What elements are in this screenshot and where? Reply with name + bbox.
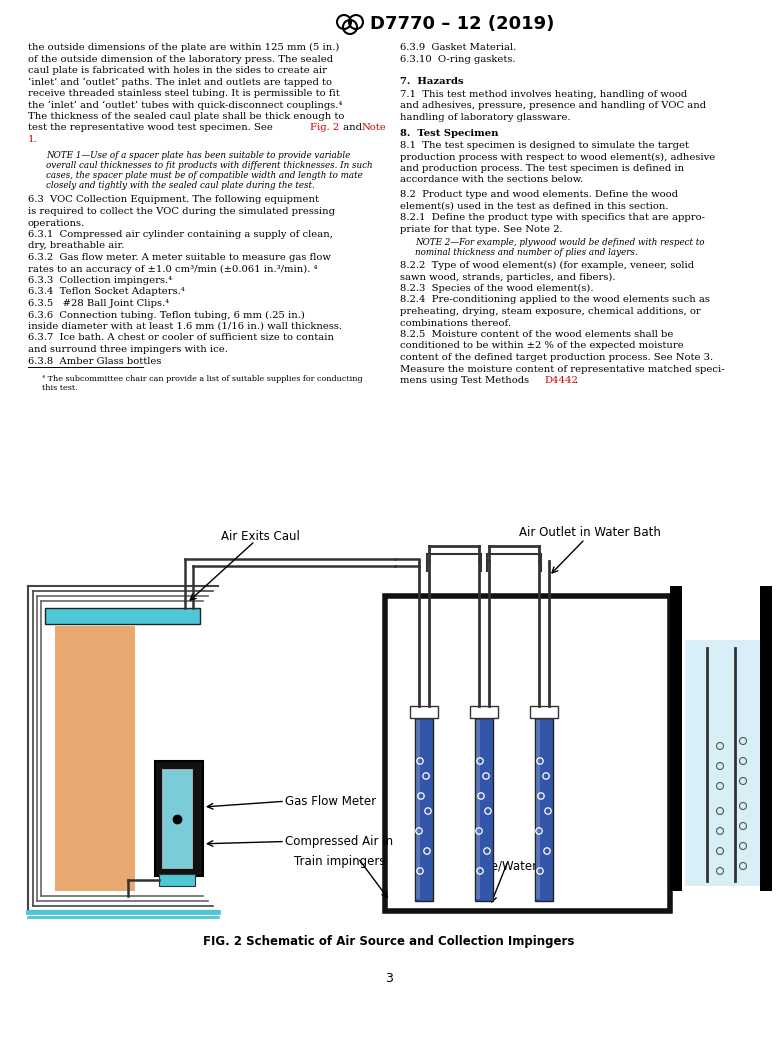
Text: Ice/Water: Ice/Water bbox=[482, 860, 538, 872]
Text: D7770 – 12 (2019): D7770 – 12 (2019) bbox=[370, 15, 555, 33]
Text: FIG. 2 Schematic of Air Source and Collection Impingers: FIG. 2 Schematic of Air Source and Colle… bbox=[203, 935, 575, 947]
Text: operations.: operations. bbox=[28, 219, 85, 228]
Bar bbox=[415, 718, 433, 902]
Text: 7.1  This test method involves heating, handling of wood: 7.1 This test method involves heating, h… bbox=[400, 90, 687, 99]
Text: 6.3.4  Teflon Socket Adapters.⁴: 6.3.4 Teflon Socket Adapters.⁴ bbox=[28, 287, 184, 297]
Text: Train impingers: Train impingers bbox=[294, 855, 386, 867]
Text: 1.: 1. bbox=[28, 135, 37, 144]
Bar bbox=[760, 586, 772, 891]
Text: 6.3.2  Gas flow meter. A meter suitable to measure gas flow: 6.3.2 Gas flow meter. A meter suitable t… bbox=[28, 253, 331, 262]
Text: 8.2.4  Pre-conditioning applied to the wood elements such as: 8.2.4 Pre-conditioning applied to the wo… bbox=[400, 296, 710, 305]
Text: 6.3.3  Collection impingers.⁴: 6.3.3 Collection impingers.⁴ bbox=[28, 276, 172, 285]
Text: Compressed Air In: Compressed Air In bbox=[285, 835, 393, 848]
Text: 8.2.1  Define the product type with specifics that are appro-: 8.2.1 Define the product type with speci… bbox=[400, 213, 705, 222]
Text: conditioned to be within ±2 % of the expected moisture: conditioned to be within ±2 % of the exp… bbox=[400, 341, 684, 351]
Text: receive threaded stainless steel tubing. It is permissible to fit: receive threaded stainless steel tubing.… bbox=[28, 88, 340, 98]
Text: 6.3.6  Connection tubing. Teflon tubing, 6 mm (.25 in.): 6.3.6 Connection tubing. Teflon tubing, … bbox=[28, 310, 305, 320]
Bar bbox=[530, 706, 558, 718]
Text: Note: Note bbox=[361, 124, 386, 132]
Bar bbox=[410, 706, 438, 718]
Text: mens using Test Methods: mens using Test Methods bbox=[400, 376, 532, 385]
Text: and adhesives, pressure, presence and handling of VOC and: and adhesives, pressure, presence and ha… bbox=[400, 102, 706, 110]
Text: 6.3.1  Compressed air cylinder containing a supply of clean,: 6.3.1 Compressed air cylinder containing… bbox=[28, 230, 333, 239]
Bar bbox=[685, 639, 760, 886]
Bar bbox=[536, 720, 540, 899]
Text: element(s) used in the test as defined in this section.: element(s) used in the test as defined i… bbox=[400, 202, 668, 210]
Bar bbox=[162, 769, 192, 868]
Text: rates to an accuracy of ±1.0 cm³/min (±0.061 in.³/min). ⁴: rates to an accuracy of ±1.0 cm³/min (±0… bbox=[28, 264, 317, 274]
Text: nominal thickness and number of plies and layers.: nominal thickness and number of plies an… bbox=[415, 248, 638, 257]
Text: NOTE 1—Use of a spacer plate has been suitable to provide variable: NOTE 1—Use of a spacer plate has been su… bbox=[46, 151, 350, 159]
Text: priate for that type. See Note 2.: priate for that type. See Note 2. bbox=[400, 225, 562, 233]
Text: this test.: this test. bbox=[42, 384, 78, 392]
Text: content of the defined target production process. See Note 3.: content of the defined target production… bbox=[400, 353, 713, 362]
Text: ⁴ The subcommittee chair can provide a list of suitable supplies for conducting: ⁴ The subcommittee chair can provide a l… bbox=[42, 375, 363, 383]
Text: dry, breathable air.: dry, breathable air. bbox=[28, 242, 124, 251]
Bar bbox=[670, 586, 682, 891]
Text: closely and tightly with the sealed caul plate during the test.: closely and tightly with the sealed caul… bbox=[46, 180, 315, 189]
Text: 6.3.8  Amber Glass bottles: 6.3.8 Amber Glass bottles bbox=[28, 356, 161, 365]
Text: 8.2.3  Species of the wood element(s).: 8.2.3 Species of the wood element(s). bbox=[400, 284, 594, 294]
Text: test the representative wood test specimen. See: test the representative wood test specim… bbox=[28, 124, 276, 132]
Text: and: and bbox=[340, 124, 365, 132]
Text: caul plate is fabricated with holes in the sides to create air: caul plate is fabricated with holes in t… bbox=[28, 66, 327, 75]
Text: 6.3.7  Ice bath. A chest or cooler of sufficient size to contain: 6.3.7 Ice bath. A chest or cooler of suf… bbox=[28, 333, 334, 342]
Text: 7.  Hazards: 7. Hazards bbox=[400, 77, 464, 86]
Text: 8.1  The test specimen is designed to simulate the target: 8.1 The test specimen is designed to sim… bbox=[400, 141, 689, 150]
Text: .: . bbox=[574, 376, 577, 385]
Text: The thickness of the sealed caul plate shall be thick enough to: The thickness of the sealed caul plate s… bbox=[28, 112, 345, 121]
Text: Air Exits Caul: Air Exits Caul bbox=[220, 530, 300, 542]
Bar bbox=[470, 706, 498, 718]
Bar bbox=[475, 718, 493, 902]
Text: Air Outlet in Water Bath: Air Outlet in Water Bath bbox=[519, 527, 661, 539]
Text: the outside dimensions of the plate are within 125 mm (5 in.): the outside dimensions of the plate are … bbox=[28, 43, 339, 52]
Text: D4442: D4442 bbox=[544, 376, 578, 385]
Text: 8.  Test Specimen: 8. Test Specimen bbox=[400, 128, 499, 137]
Bar bbox=[159, 874, 195, 886]
Text: is required to collect the VOC during the simulated pressing: is required to collect the VOC during th… bbox=[28, 207, 335, 215]
Text: the ‘inlet’ and ‘outlet’ tubes with quick-disconnect couplings.⁴: the ‘inlet’ and ‘outlet’ tubes with quic… bbox=[28, 101, 342, 110]
Text: production process with respect to wood element(s), adhesive: production process with respect to wood … bbox=[400, 152, 715, 161]
Text: overall caul thicknesses to fit products with different thicknesses. In such: overall caul thicknesses to fit products… bbox=[46, 160, 373, 170]
Bar bbox=[476, 720, 480, 899]
Text: 6.3  VOC Collection Equipment. The following equipment: 6.3 VOC Collection Equipment. The follow… bbox=[28, 196, 319, 204]
Text: 3: 3 bbox=[385, 972, 393, 986]
Text: and production process. The test specimen is defined in: and production process. The test specime… bbox=[400, 164, 684, 173]
Text: cases, the spacer plate must be of compatible width and length to mate: cases, the spacer plate must be of compa… bbox=[46, 171, 363, 179]
Text: 6.3.5   #28 Ball Joint Clips.⁴: 6.3.5 #28 Ball Joint Clips.⁴ bbox=[28, 299, 169, 308]
Text: of the outside dimension of the laboratory press. The sealed: of the outside dimension of the laborato… bbox=[28, 54, 333, 64]
Text: 8.2.2  Type of wood element(s) (for example, veneer, solid: 8.2.2 Type of wood element(s) (for examp… bbox=[400, 261, 694, 270]
Text: Measure the moisture content of representative matched speci-: Measure the moisture content of represen… bbox=[400, 364, 724, 374]
Text: inside diameter with at least 1.6 mm (1/16 in.) wall thickness.: inside diameter with at least 1.6 mm (1/… bbox=[28, 322, 342, 331]
Text: 6.3.9  Gasket Material.: 6.3.9 Gasket Material. bbox=[400, 43, 517, 52]
Bar bbox=[385, 596, 670, 911]
Bar bbox=[45, 608, 200, 624]
Text: NOTE 2—For example, plywood would be defined with respect to: NOTE 2—For example, plywood would be def… bbox=[415, 238, 705, 247]
Text: and surround three impingers with ice.: and surround three impingers with ice. bbox=[28, 345, 228, 354]
Bar bbox=[155, 761, 203, 875]
Text: sawn wood, strands, particles, and fibers).: sawn wood, strands, particles, and fiber… bbox=[400, 273, 615, 282]
Text: preheating, drying, steam exposure, chemical additions, or: preheating, drying, steam exposure, chem… bbox=[400, 307, 701, 316]
Text: 8.2.5  Moisture content of the wood elements shall be: 8.2.5 Moisture content of the wood eleme… bbox=[400, 330, 674, 339]
Bar bbox=[55, 626, 135, 891]
Bar bbox=[389, 693, 666, 907]
Text: 6.3.10  O-ring gaskets.: 6.3.10 O-ring gaskets. bbox=[400, 54, 516, 64]
Text: Gas Flow Meter: Gas Flow Meter bbox=[285, 794, 376, 808]
Text: handling of laboratory glassware.: handling of laboratory glassware. bbox=[400, 113, 570, 122]
Text: ‘inlet’ and ‘outlet’ paths. The inlet and outlets are tapped to: ‘inlet’ and ‘outlet’ paths. The inlet an… bbox=[28, 77, 332, 86]
Text: Fig. 2: Fig. 2 bbox=[310, 124, 339, 132]
Bar bbox=[416, 720, 420, 899]
Text: combinations thereof.: combinations thereof. bbox=[400, 319, 511, 328]
Text: accordance with the sections below.: accordance with the sections below. bbox=[400, 176, 584, 184]
Bar bbox=[535, 718, 553, 902]
Text: 8.2  Product type and wood elements. Define the wood: 8.2 Product type and wood elements. Defi… bbox=[400, 191, 678, 199]
